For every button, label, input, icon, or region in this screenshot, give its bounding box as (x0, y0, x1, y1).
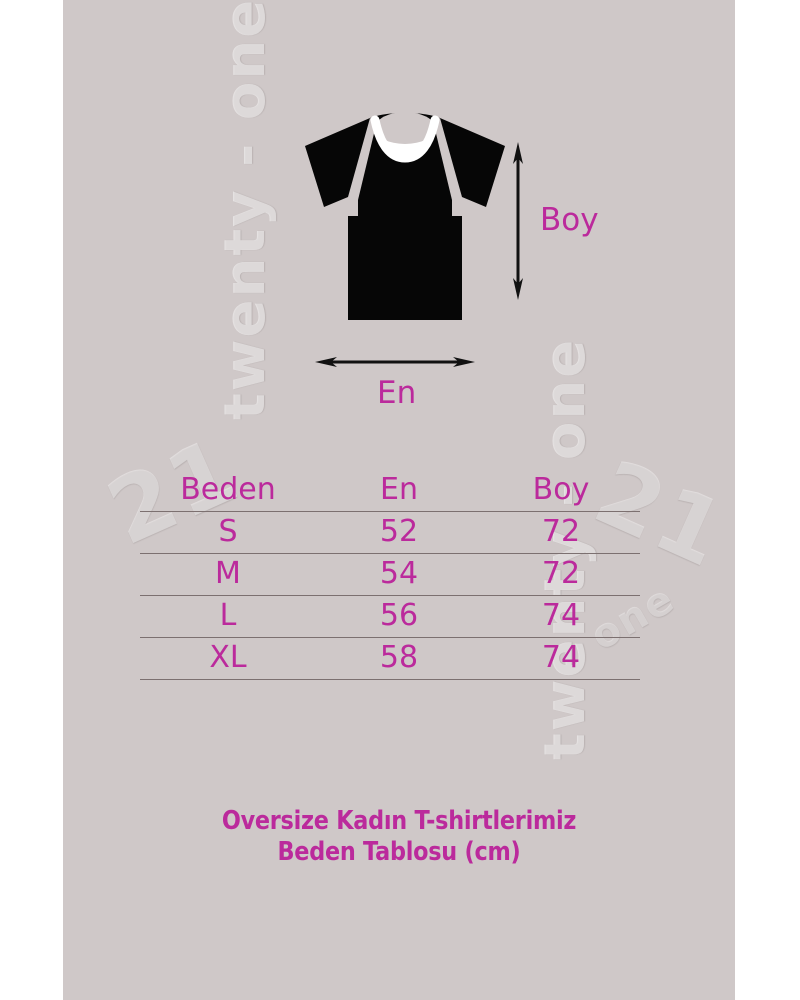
cell-boy: 72 (482, 511, 640, 554)
size-chart-panel: twenty - one twenty - one 21 21 one Boy … (63, 0, 735, 1000)
watermark-text-left: twenty - one (213, 0, 278, 420)
chart-caption: Oversize Kadın T-shirtlerimiz Beden Tabl… (63, 806, 735, 867)
height-measure-arrow (513, 142, 523, 300)
cell-boy: 72 (482, 553, 640, 596)
cell-beden: XL (140, 637, 316, 680)
size-table: Beden En Boy S 52 72 M 54 72 L 56 74 X (140, 470, 640, 680)
cell-beden: S (140, 511, 316, 554)
cell-en: 54 (316, 553, 482, 596)
width-measure-arrow (315, 357, 475, 367)
table-row: S 52 72 (140, 511, 640, 554)
cell-beden: L (140, 595, 316, 638)
table-row: XL 58 74 (140, 637, 640, 680)
tshirt-collar-outline (370, 115, 440, 163)
column-header-en: En (316, 470, 482, 512)
cell-beden: M (140, 553, 316, 596)
table-row: M 54 72 (140, 553, 640, 596)
table-row: L 56 74 (140, 595, 640, 638)
caption-line-1: Oversize Kadın T-shirtlerimiz (221, 806, 577, 836)
cell-en: 52 (316, 511, 482, 554)
tshirt-neck-opening (375, 112, 435, 144)
cell-boy: 74 (482, 595, 640, 638)
tshirt-torso (358, 116, 452, 320)
column-header-boy: Boy (482, 470, 640, 512)
caption-line-2: Beden Tablosu (cm) (277, 836, 521, 867)
cell-en: 56 (316, 595, 482, 638)
column-header-beden: Beden (140, 470, 316, 512)
tshirt-icon (305, 112, 505, 320)
cell-en: 58 (316, 637, 482, 680)
table-header-row: Beden En Boy (140, 470, 640, 512)
width-measure-label: En (377, 375, 417, 411)
cell-boy: 74 (482, 637, 640, 680)
height-measure-label: Boy (540, 202, 599, 238)
